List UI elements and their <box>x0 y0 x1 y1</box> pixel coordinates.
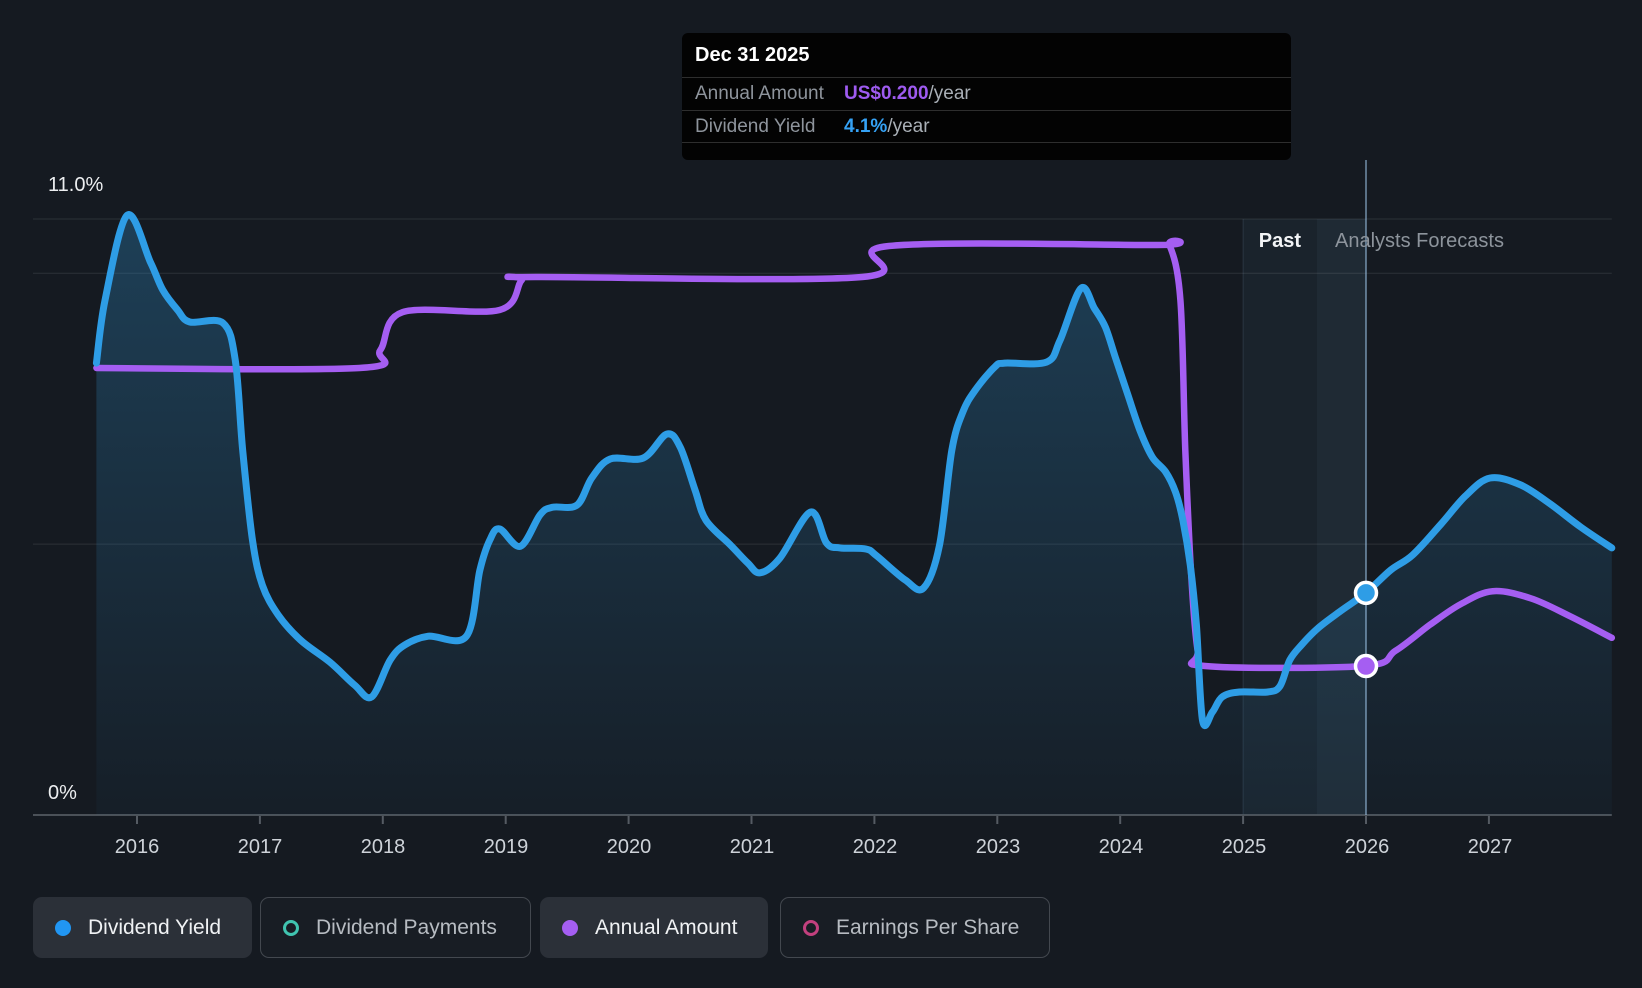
x-axis-year-label: 2026 <box>1344 836 1390 858</box>
legend-label: Dividend Yield <box>88 915 222 939</box>
earnings-per-share-swatch-icon <box>803 919 819 936</box>
tooltip-label: Dividend Yield <box>695 115 816 137</box>
x-axis-year-label: 2019 <box>483 836 529 858</box>
x-axis-year-label: 2020 <box>606 836 652 858</box>
tooltip-label: Annual Amount <box>695 83 824 104</box>
x-axis-year-label: 2024 <box>1098 836 1144 858</box>
legend-toggle-earnings-per-share[interactable]: Earnings Per Share <box>780 897 1050 958</box>
y-axis-max-label: 11.0% <box>48 174 104 196</box>
x-axis-year-label: 2016 <box>114 836 160 858</box>
dividend-yield-area <box>96 214 1612 815</box>
x-axis-year-label: 2025 <box>1221 836 1267 858</box>
past-region-label: Past <box>1258 230 1301 252</box>
annual-amount-line <box>93 237 1616 672</box>
annual-amount-swatch-icon <box>562 919 578 936</box>
y-axis-zero-label: 0% <box>48 782 77 804</box>
x-axis-year-label: 2022 <box>852 836 898 858</box>
x-axis-year-label: 2021 <box>729 836 775 858</box>
x-axis-year-label: 2017 <box>237 836 283 858</box>
tooltip-value-dividend-yield: 4.1% <box>844 115 888 137</box>
tooltip-value-annual-amount: US$0.200 <box>844 83 929 104</box>
tooltip-suffix: /year <box>887 115 930 137</box>
x-axis-year-label: 2018 <box>360 836 406 858</box>
legend-label: Earnings Per Share <box>836 915 1020 939</box>
hover-tooltip: Dec 31 2025 Annual Amount US$0.200 /year… <box>682 33 1291 160</box>
legend-label: Dividend Payments <box>316 915 497 939</box>
dividend-yield-swatch-icon <box>55 919 71 936</box>
legend-toggle-dividend-payments[interactable]: Dividend Payments <box>260 897 531 958</box>
x-axis-year-label: 2023 <box>975 836 1021 858</box>
tooltip-date: Dec 31 2025 <box>695 43 810 66</box>
legend-label: Annual Amount <box>595 915 738 939</box>
dividend-payments-swatch-icon <box>283 919 299 936</box>
tooltip-suffix: /year <box>928 83 971 104</box>
tooltip-row-annual-amount: Annual Amount US$0.200 /year <box>682 77 1291 110</box>
forecast-region-label: Analysts Forecasts <box>1335 230 1504 252</box>
tooltip-row-dividend-yield: Dividend Yield 4.1% /year <box>682 110 1291 143</box>
x-axis-year-label: 2027 <box>1467 836 1513 858</box>
dividend-yield-line <box>92 211 1616 730</box>
annual-amount-marker[interactable] <box>1353 653 1379 679</box>
legend-toggle-dividend-yield[interactable]: Dividend Yield <box>33 897 252 958</box>
dividend-yield-marker[interactable] <box>1353 580 1379 606</box>
legend-toggle-annual-amount[interactable]: Annual Amount <box>540 897 768 958</box>
